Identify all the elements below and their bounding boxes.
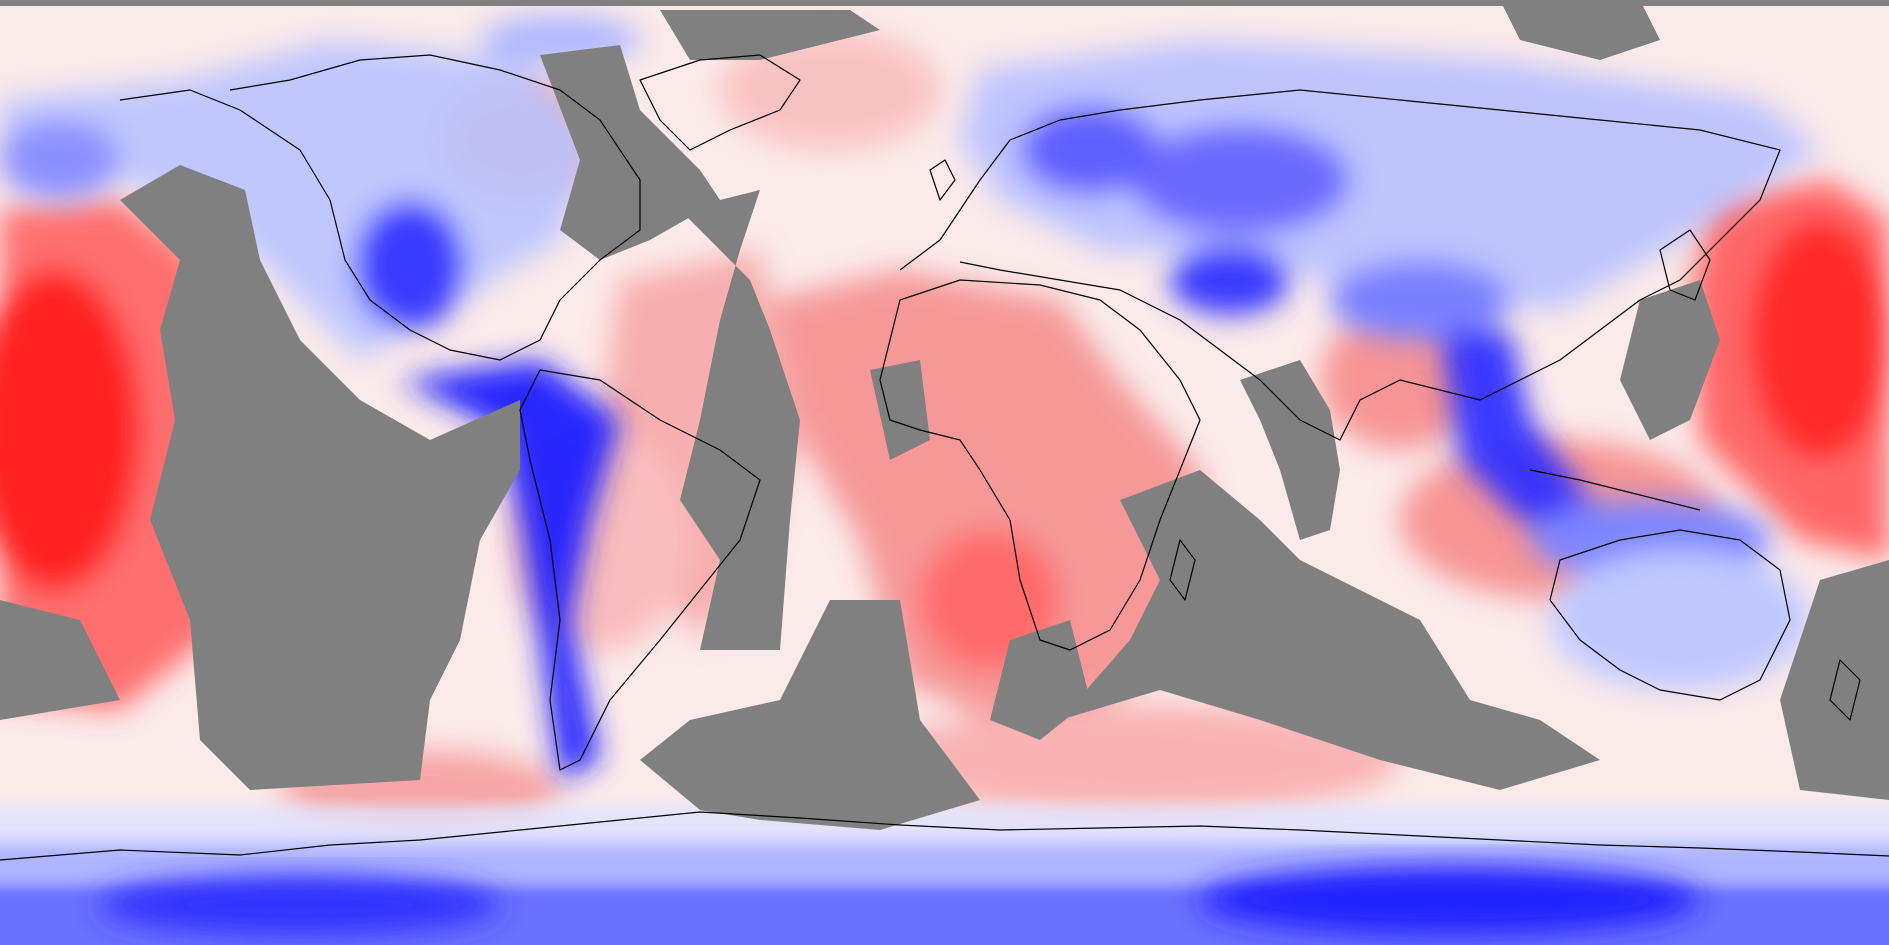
south-america-coastline [519,369,761,771]
british-isles-coastline [929,159,956,201]
indonesia-coastline [1529,469,1701,511]
europe-asia-coastline [899,89,1781,441]
new-zealand-coastline [1829,659,1861,721]
east-pacific-no-data [120,165,520,790]
australia-coastline [1549,529,1791,701]
mid-atlantic-no-data [680,190,800,650]
arctic-no-data [1500,0,1660,60]
japan-coastline [1659,229,1711,301]
southern-indian-ocean-no-data [1060,470,1600,790]
madagascar-coastline [1169,539,1196,601]
coastline-layer [0,54,1889,861]
north-america-coastline [119,54,641,361]
antarctica-coastline [0,811,1889,861]
eurasia-cold-anomaly [960,40,1820,310]
andes-cold-anomaly [400,360,620,780]
greenland-coastline [639,54,801,151]
arabian-sea-no-data [1240,360,1340,540]
south-atlantic-no-data [640,600,980,830]
north-atlantic-no-data [540,45,720,260]
africa-coastline [879,279,1201,651]
